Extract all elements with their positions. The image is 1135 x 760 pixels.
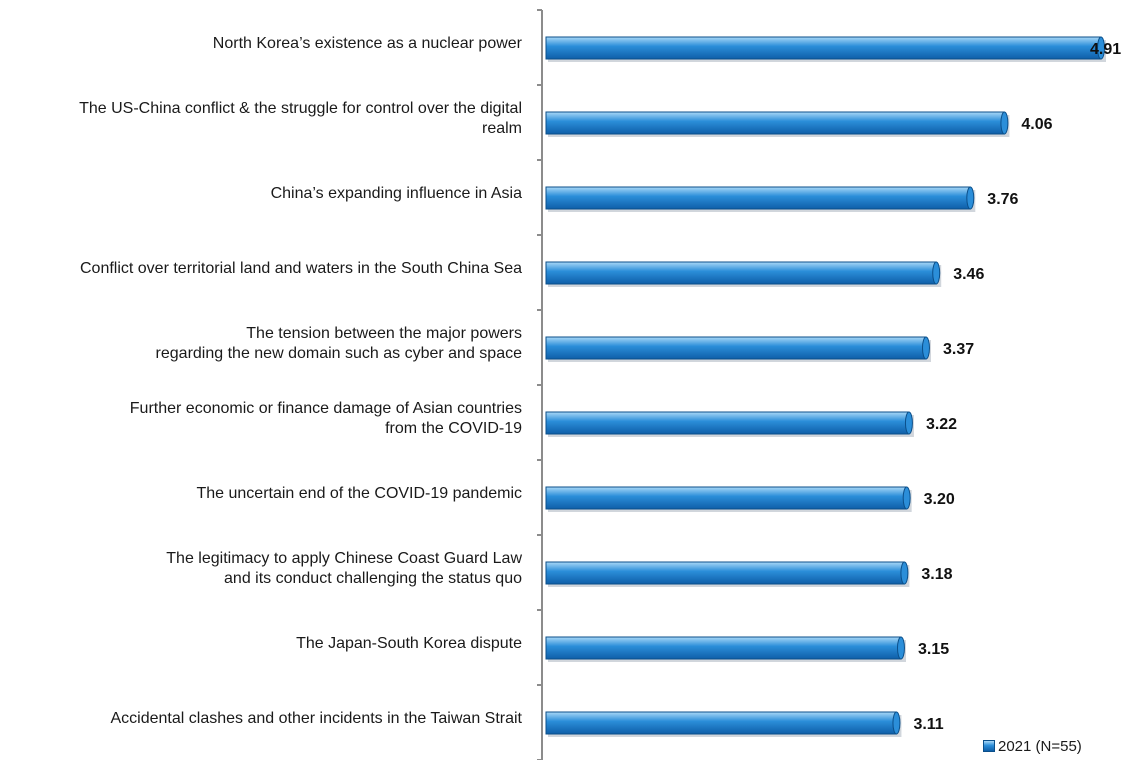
category-label-2: The US-China conflict & the struggle for… — [0, 99, 522, 139]
bar-cap — [902, 486, 911, 510]
bar-body — [545, 411, 910, 435]
category-label-line: The legitimacy to apply Chinese Coast Gu… — [166, 550, 522, 567]
bar-body — [545, 561, 905, 585]
data-label-6: 3.22 — [926, 416, 957, 433]
bar-body — [545, 711, 897, 735]
category-label-1: North Korea’s existence as a nuclear pow… — [0, 34, 522, 54]
bar-body — [545, 261, 937, 285]
data-label-1: 4.91 — [1090, 41, 1121, 58]
category-label-line: The tension between the major powers — [246, 325, 522, 342]
bar-10 — [545, 711, 902, 737]
data-label-10: 3.11 — [913, 716, 943, 733]
category-label-line: The US-China conflict & the struggle for… — [79, 100, 522, 117]
category-label-line: The uncertain end of the COVID-19 pandem… — [196, 485, 522, 502]
bar-cap — [932, 261, 941, 285]
bar-3 — [545, 186, 976, 212]
data-label-9: 3.15 — [918, 641, 949, 658]
bar-body — [545, 186, 971, 210]
bar-cap — [1000, 111, 1009, 135]
bar-5 — [545, 336, 931, 362]
bar-2 — [545, 111, 1010, 137]
category-label-4: Conflict over territorial land and water… — [0, 259, 522, 279]
category-label-8: The legitimacy to apply Chinese Coast Gu… — [0, 549, 522, 589]
bar-body — [545, 486, 908, 510]
bar-cap — [1097, 36, 1105, 60]
category-label-line: regarding the new domain such as cyber a… — [155, 345, 522, 362]
legend: 2021 (N=55) — [983, 736, 1082, 756]
bar-cap — [896, 636, 905, 660]
category-label-line: North Korea’s existence as a nuclear pow… — [212, 35, 522, 52]
category-label-3: China’s expanding influence in Asia — [0, 184, 522, 204]
category-label-line: Conflict over territorial land and water… — [79, 260, 522, 277]
bar-cap — [921, 336, 930, 360]
bar-8 — [545, 561, 910, 587]
category-label-line: from the COVID-19 — [385, 420, 522, 437]
category-label-5: The tension between the major powers rega… — [0, 324, 522, 364]
bar-cap — [966, 186, 975, 210]
bar-6 — [545, 411, 914, 437]
category-label-line: Further economic or finance damage of As… — [129, 400, 522, 417]
category-label-6: Further economic or finance damage of As… — [0, 399, 522, 439]
category-label-line: realm — [481, 120, 522, 137]
bar-9 — [545, 636, 906, 662]
bar-body — [545, 336, 927, 360]
data-label-5: 3.37 — [943, 341, 974, 358]
bars-group — [545, 36, 1106, 737]
category-label-10: Accidental clashes and other incidents i… — [0, 709, 523, 729]
bar-4 — [545, 261, 942, 287]
data-label-7: 3.20 — [924, 491, 955, 508]
bar-body — [545, 36, 1102, 60]
bar-1 — [545, 36, 1106, 62]
legend-label: 2021 (N=55) — [998, 737, 1082, 755]
category-label-line: China’s expanding influence in Asia — [270, 185, 522, 202]
y-axis — [537, 9, 543, 760]
category-label-9: The Japan-South Korea dispute — [0, 634, 522, 654]
data-label-2: 4.06 — [1021, 116, 1052, 133]
bar-body — [545, 636, 902, 660]
bar-7 — [545, 486, 912, 512]
legend-swatch-icon — [983, 740, 995, 752]
category-label-line: The Japan-South Korea dispute — [296, 635, 522, 652]
category-label-7: The uncertain end of the COVID-19 pandem… — [0, 484, 522, 504]
value-labels-group: 4.91 4.06 3.76 3.46 3.37 3.22 3.20 3.18 3.15 3.11 — [913, 41, 1121, 733]
data-label-8: 3.18 — [921, 566, 952, 583]
bar-cap — [904, 411, 913, 435]
data-label-4: 3.46 — [953, 266, 984, 283]
bar-cap — [892, 711, 901, 735]
data-label-3: 3.76 — [987, 191, 1018, 208]
bar-body — [545, 111, 1005, 135]
category-label-line: Accidental clashes and other incidents i… — [110, 710, 523, 727]
category-label-line: and its conduct challenging the status q… — [224, 570, 522, 587]
bar-cap — [900, 561, 909, 585]
